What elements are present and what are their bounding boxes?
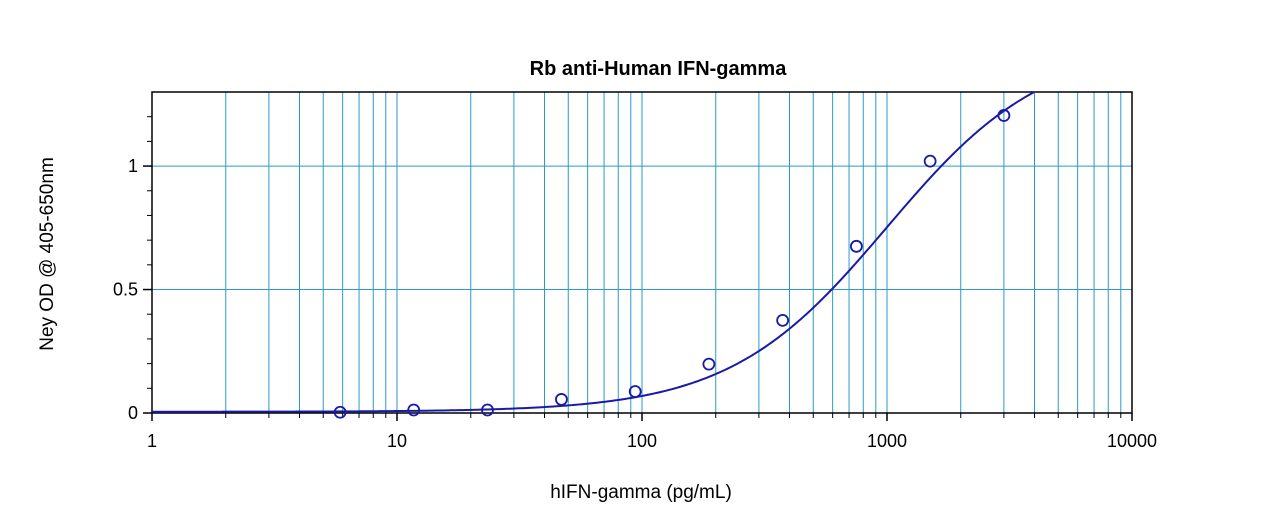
data-point xyxy=(923,154,937,168)
x-tick-label: 1000 xyxy=(867,431,907,451)
data-point xyxy=(702,357,716,371)
x-tick-label: 10000 xyxy=(1107,431,1157,451)
y-tick-label: 1 xyxy=(128,156,138,176)
y-axis-label: Ney OD @ 405-650nm xyxy=(37,157,58,351)
fit-curve-group xyxy=(152,92,1037,413)
x-tick-label: 10 xyxy=(387,431,407,451)
chart-title: Rb anti-Human IFN-gamma xyxy=(530,58,788,80)
grid xyxy=(152,92,1132,413)
data-point xyxy=(628,385,642,398)
x-tick-label: 100 xyxy=(627,431,657,451)
data-point xyxy=(997,109,1011,122)
data-point xyxy=(555,393,568,406)
axes xyxy=(143,91,1133,421)
y-tick-label: 0 xyxy=(128,403,138,423)
fit-curve xyxy=(152,92,1037,413)
data-points xyxy=(333,109,1011,419)
data-point xyxy=(407,403,421,417)
tick-labels: 1 10 100 1000 10000 0 0.5 1 xyxy=(113,156,1157,451)
x-axis-label: hIFN-gamma (pg/mL) xyxy=(550,482,732,503)
data-point xyxy=(776,314,790,327)
data-point xyxy=(849,239,863,253)
data-point xyxy=(481,403,494,417)
x-tick-label: 1 xyxy=(147,431,157,451)
data-point xyxy=(333,405,347,419)
y-tick-label: 0.5 xyxy=(113,280,138,300)
